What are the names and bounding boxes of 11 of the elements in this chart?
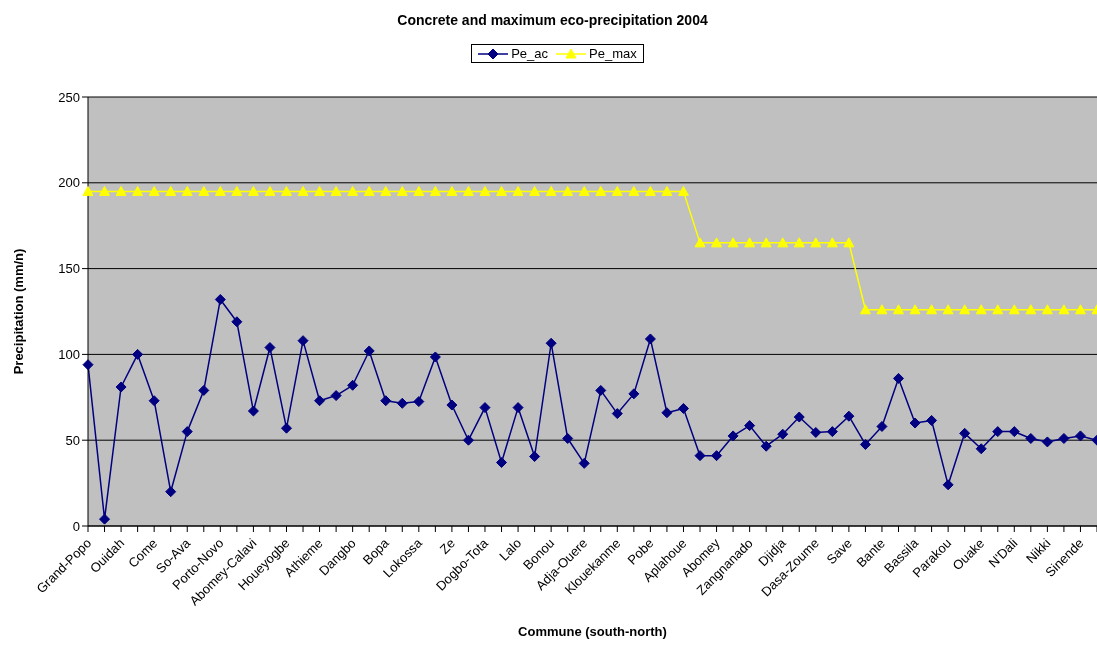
y-tick-label: 250 (58, 89, 80, 105)
legend-label: Pe_ac (511, 46, 549, 61)
chart-title: Concrete and maximum eco-precipitation 2004 (396, 11, 709, 30)
y-axis-title: Precipitation (mm/n) (10, 248, 26, 375)
x-axis-title: Commune (south-north) (518, 624, 667, 639)
y-tick-label: 200 (58, 175, 80, 191)
legend-label: Pe_max (589, 46, 637, 61)
y-tick-label: 0 (72, 518, 80, 534)
y-tick-label: 50 (65, 432, 80, 448)
y-tick-label: 150 (58, 261, 80, 277)
y-tick-label: 100 (58, 347, 80, 363)
